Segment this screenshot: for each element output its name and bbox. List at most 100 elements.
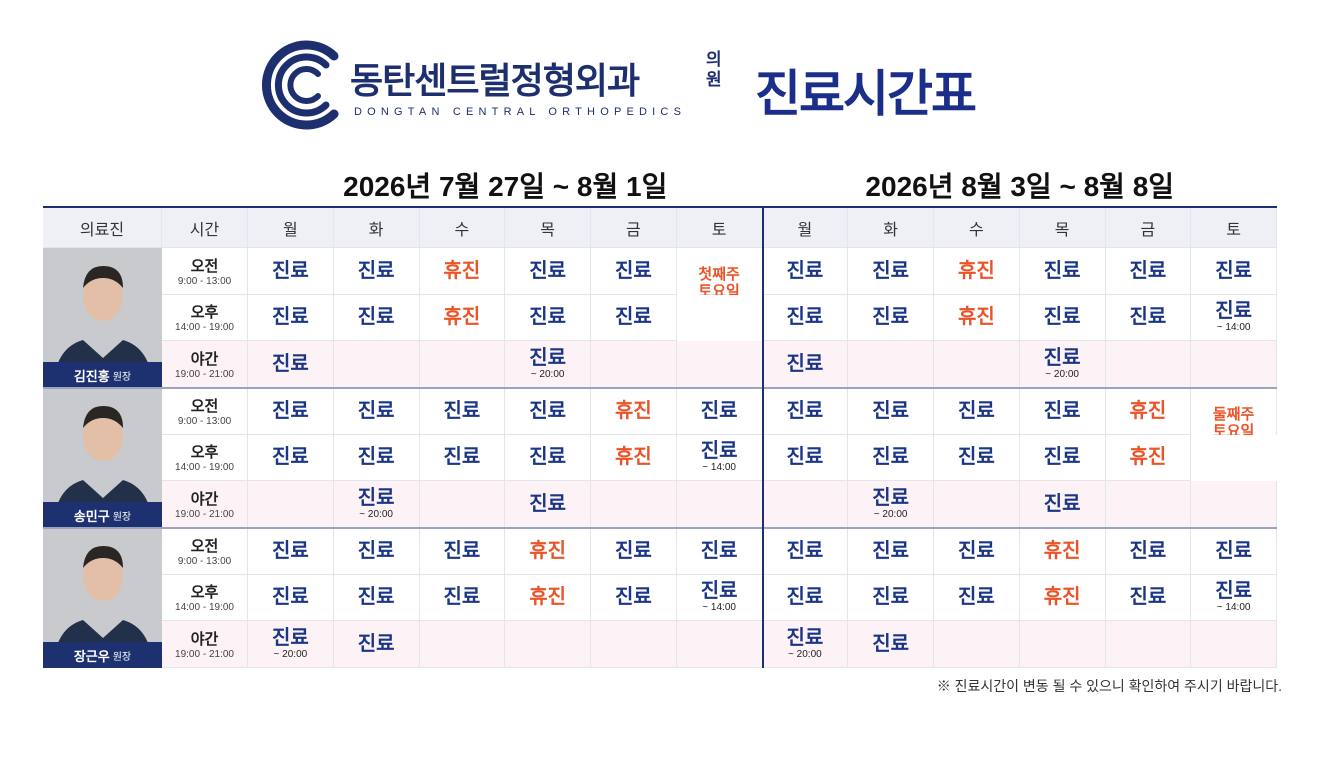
schedule-cell <box>1019 621 1106 668</box>
status: 휴진 <box>443 259 481 282</box>
logo <box>261 40 339 130</box>
status: 휴진 <box>1043 586 1081 609</box>
schedule-cell <box>248 481 334 528</box>
header-cell: 수 <box>419 208 506 248</box>
schedule-cell: 진료 ~ 20:00 <box>762 621 849 668</box>
period: 야간 <box>190 351 219 369</box>
schedule-cell: 진료 <box>1019 481 1106 528</box>
schedule-cell: 진료 <box>848 434 934 482</box>
schedule-cell: 진료 <box>591 574 677 622</box>
status: 진료 <box>357 399 395 422</box>
status: 휴진 <box>1129 399 1167 422</box>
schedule-cell: 진료 <box>505 248 591 295</box>
status: 진료 <box>271 586 309 609</box>
footnote: ※ 진료시간이 변동 될 수 있으니 확인하여 주시기 바랍니다. <box>936 678 1282 694</box>
doctor-name-box: 김진홍 원장 <box>43 362 162 388</box>
week-label: 2026년 8월 3일 ~ 8월 8일 <box>865 171 1175 202</box>
schedule-cell: 진료 ~ 20:00 <box>248 621 334 668</box>
note: ~ 20:00 <box>788 649 822 661</box>
header-cell: 화 <box>333 208 420 248</box>
schedule-cell: 진료 <box>333 528 420 575</box>
status: 진료 <box>1043 347 1081 370</box>
status: 진료 <box>1043 446 1081 469</box>
period: 오후 <box>190 444 219 462</box>
schedule-cell <box>676 341 763 388</box>
schedule-cell: 진료 ~ 14:00 <box>1191 294 1277 342</box>
status: 진료 <box>614 259 652 282</box>
time-cell: 오후 14:00 - 19:00 <box>162 574 248 622</box>
status: 진료 <box>786 586 824 609</box>
schedule-cell: 진료 <box>848 388 934 435</box>
schedule-cell: 진료 <box>934 434 1020 482</box>
clinic-name: 동탄센트럴정형외과 <box>350 60 640 101</box>
status: 진료 <box>357 306 395 329</box>
status: 휴진 <box>1043 539 1081 562</box>
status: 진료 <box>700 539 738 562</box>
schedule-cell: 휴진 <box>505 528 591 575</box>
schedule-cell <box>1191 341 1277 388</box>
schedule-cell: 진료 ~ 20:00 <box>1019 341 1106 388</box>
time-cell: 오후 14:00 - 19:00 <box>162 434 248 482</box>
header-cell: 금 <box>1105 208 1192 248</box>
page-title: 진료시간표 <box>755 66 977 122</box>
time-cell: 야간 19:00 - 21:00 <box>162 341 248 388</box>
clinic-english: DONGTAN CENTRAL ORTHOPEDICS <box>354 106 687 118</box>
doctor-name: 장근우 <box>73 648 110 664</box>
status: 진료 <box>271 399 309 422</box>
status: 진료 <box>786 446 824 469</box>
status: 진료 <box>1129 259 1167 282</box>
block-divider <box>43 387 1277 389</box>
schedule-cell: 진료 <box>248 574 334 622</box>
status: 진료 <box>614 539 652 562</box>
schedule-cell <box>1105 481 1192 528</box>
schedule-cell: 진료 <box>1105 528 1192 575</box>
header-cell: 토 <box>1191 208 1277 248</box>
schedule-cell: 진료 <box>934 388 1020 435</box>
header-cell: 화 <box>848 208 934 248</box>
schedule-cell: 진료 <box>505 388 591 435</box>
note: ~ 14:00 <box>702 602 736 614</box>
schedule-cell <box>591 621 677 668</box>
status: 진료 <box>872 399 910 422</box>
status: 진료 <box>529 306 567 329</box>
schedule-cell: 진료 <box>762 434 849 482</box>
status: 진료 <box>872 487 910 510</box>
schedule-cell: 진료 <box>848 294 934 342</box>
hours: 19:00 - 21:00 <box>175 509 234 521</box>
header-cell: 시간 <box>162 208 248 248</box>
schedule-cell <box>333 341 420 388</box>
note: ~ 14:00 <box>1216 322 1251 334</box>
schedule-cell: 진료 <box>676 528 763 575</box>
schedule-cell: 진료 <box>848 528 934 575</box>
schedule-cell: 진료 <box>591 248 677 295</box>
schedule-cell: 휴진 <box>934 248 1020 295</box>
status: 진료 <box>872 586 910 609</box>
header-cell: 목 <box>1019 208 1106 248</box>
schedule-cell: 진료 ~ 20:00 <box>333 481 420 528</box>
status: 진료 <box>872 306 910 329</box>
schedule-cell: 진료 <box>591 528 677 575</box>
status: 진료 <box>872 259 910 282</box>
schedule-cell: 진료 <box>762 528 849 575</box>
note: ~ 14:00 <box>702 462 736 474</box>
suffix-char: 의 <box>706 50 722 69</box>
schedule-cell: 진료 <box>1019 434 1106 482</box>
period: 오전 <box>190 537 219 555</box>
status: 진료 <box>786 399 824 422</box>
period: 오후 <box>190 584 219 602</box>
schedule-cell: 진료 ~ 14:00 <box>676 434 763 482</box>
status: 진료 <box>1043 399 1081 422</box>
status: 휴진 <box>614 399 652 422</box>
schedule-cell: 휴진 <box>591 388 677 435</box>
note: ~ 14:00 <box>1216 602 1251 614</box>
note: ~ 20:00 <box>873 509 908 521</box>
time-cell: 오전 9:00 - 13:00 <box>162 248 248 295</box>
schedule-cell: 진료 <box>333 621 420 668</box>
hours: 19:00 - 21:00 <box>175 649 234 661</box>
status: 진료 <box>529 446 567 469</box>
period: 오후 <box>190 304 219 322</box>
status: 진료 <box>1215 300 1253 323</box>
schedule-cell: 진료 <box>934 574 1020 622</box>
schedule-cell: 진료 <box>419 434 506 482</box>
schedule-cell: 진료 <box>848 621 934 668</box>
